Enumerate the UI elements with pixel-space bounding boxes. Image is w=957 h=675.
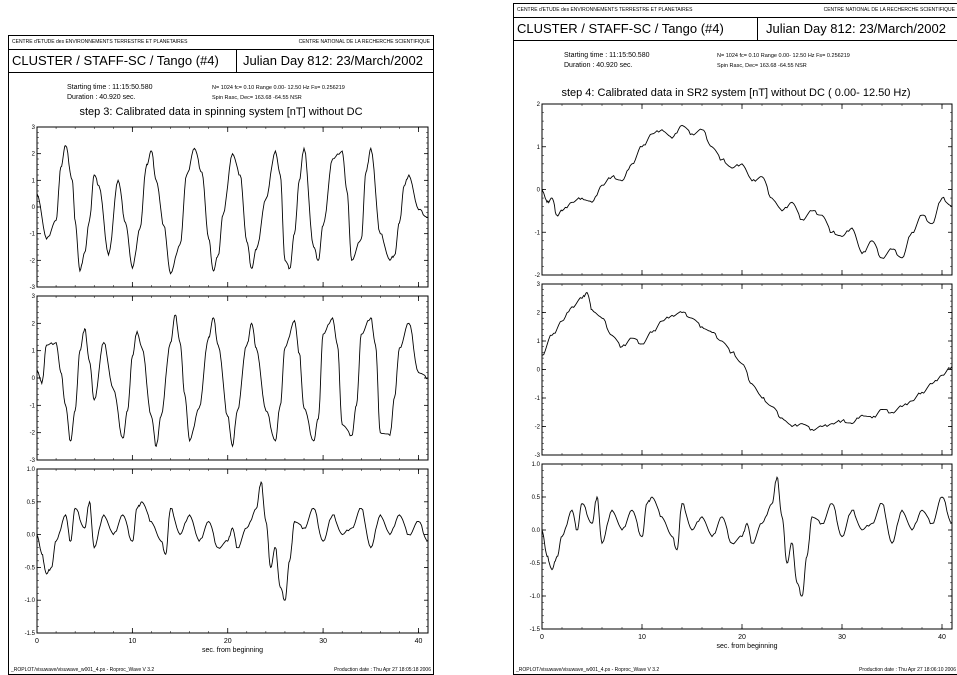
panel-3-series: [36, 480, 429, 601]
y-tick-label: 2: [537, 102, 541, 108]
y-tick-label: 2: [537, 311, 541, 317]
panel-2-frame: [541, 283, 953, 456]
y-tick-label: 0: [32, 376, 36, 382]
panel-1-frame: [541, 103, 953, 276]
institution-right: CENTRE NATIONAL DE LA RECHERCHE SCIENTIF…: [823, 7, 955, 13]
report-title: CLUSTER / STAFF-SC / Tango (#4): [12, 53, 219, 68]
x-tick-label: 20: [224, 638, 232, 645]
params-line-1: N= 1024 fc= 0.10 Range 0.00- 12.50 Hz Fs…: [212, 85, 345, 91]
report-page-left: CENTRE d'ETUDE des ENVIRONNEMENTS TERRES…: [8, 35, 434, 675]
y-tick-label: 0.5: [27, 500, 36, 506]
y-tick-label: 3: [32, 294, 36, 300]
chart-right: -2 -1 0 1 2 -3 -2 -1 0 1 2 3 -1.5 -1.0 -0.5 0.0 0.5 1.0 0 1…: [530, 102, 953, 650]
panel-2-series: [541, 291, 953, 432]
panel-3-frame: [36, 468, 429, 634]
y-tick-label: -0.5: [530, 561, 541, 567]
y-tick-label: -0.5: [25, 565, 36, 571]
y-tick-label: 1: [32, 349, 36, 355]
report-title: CLUSTER / STAFF-SC / Tango (#4): [517, 21, 724, 36]
y-tick-label: -1.5: [25, 631, 36, 637]
institution-left: CENTRE d'ETUDE des ENVIRONNEMENTS TERRES…: [12, 39, 188, 45]
footer-file: _ROPLOT/visuwave/visuwave_w001_4.ps - Ro…: [516, 667, 660, 673]
y-tick-label: 2: [32, 152, 36, 158]
params-line-2: Spin Rasc, Dec= 163.68 -64.55 NSR: [212, 95, 302, 101]
x-axis-label: sec. from beginning: [716, 643, 777, 650]
y-tick-label: -2: [30, 258, 36, 264]
y-tick-label: -1: [30, 403, 36, 409]
plot-title: step 4: Calibrated data in SR2 system [n…: [561, 87, 911, 99]
x-tick-label: 40: [415, 638, 423, 645]
y-tick-label: -1.5: [530, 627, 541, 633]
x-tick-label: 20: [738, 634, 746, 641]
y-tick-label: 0: [32, 205, 36, 211]
y-tick-label: -1: [535, 396, 541, 402]
x-tick-label: 10: [128, 638, 136, 645]
y-tick-label: 1.0: [532, 462, 541, 468]
y-tick-label: -3: [30, 285, 36, 291]
institution-left: CENTRE d'ETUDE des ENVIRONNEMENTS TERRES…: [517, 7, 693, 13]
y-tick-label: -1.0: [530, 594, 541, 600]
y-tick-label: -2: [535, 273, 541, 279]
params-line-2: Spin Rasc, Dec= 163.68 -64.55 NSR: [717, 63, 807, 69]
footer-file: _ROPLOT/visuwave/visuwave_w001_4.ps - Ro…: [11, 667, 155, 673]
y-tick-label: -2: [535, 425, 541, 431]
julian-day: Julian Day 812: 23/March/2002: [766, 21, 946, 36]
y-tick-label: 3: [537, 282, 541, 288]
institution-bar: CENTRE d'ETUDE des ENVIRONNEMENTS TERRES…: [514, 4, 957, 18]
panel-2-series: [36, 314, 429, 448]
y-tick-label: 0: [537, 368, 541, 374]
x-tick-label: 0: [35, 638, 39, 645]
x-tick-label: 40: [938, 634, 946, 641]
report-header: CLUSTER / STAFF-SC / Tango (#4) Julian D…: [9, 50, 433, 73]
institution-right: CENTRE NATIONAL DE LA RECHERCHE SCIENTIF…: [298, 39, 430, 45]
y-tick-label: 0.0: [532, 528, 541, 534]
panel-3-series: [541, 476, 953, 597]
y-tick-label: -1: [30, 232, 36, 238]
header-divider: [236, 50, 237, 72]
y-tick-label: 0: [537, 188, 541, 194]
plot-title: step 3: Calibrated data in spinning syst…: [79, 106, 363, 118]
y-tick-label: 0.0: [27, 533, 36, 539]
y-tick-label: 1.0: [27, 467, 36, 473]
x-axis-label: sec. from beginning: [202, 647, 263, 654]
starting-time: Starting time : 11:15:50.580: [67, 84, 153, 91]
starting-time: Starting time : 11:15:50.580: [564, 52, 650, 59]
duration: Duration : 40.920 sec.: [564, 62, 633, 69]
julian-day: Julian Day 812: 23/March/2002: [243, 53, 423, 68]
panel-1-frame: [36, 126, 429, 288]
y-tick-label: 1: [537, 339, 541, 345]
footer-date: Production date : Thu Apr 27 18:05:18 20…: [334, 667, 431, 673]
y-tick-label: -3: [30, 458, 36, 464]
y-tick-label: 1: [537, 145, 541, 151]
params-line-1: N= 1024 fc= 0.10 Range 0.00- 12.50 Hz Fs…: [717, 53, 850, 59]
x-tick-label: 30: [319, 638, 327, 645]
header-divider: [757, 18, 758, 40]
y-tick-label: -1.0: [25, 598, 36, 604]
footer-date: Production date : Thu Apr 27 18:06:10 20…: [859, 667, 956, 673]
duration: Duration : 40.920 sec.: [67, 94, 136, 101]
report-page-right: CENTRE d'ETUDE des ENVIRONNEMENTS TERRES…: [513, 3, 957, 675]
panel-3-frame: [541, 463, 953, 630]
x-tick-label: 10: [638, 634, 646, 641]
y-tick-label: 0.5: [532, 495, 541, 501]
y-tick-label: 1: [32, 178, 36, 184]
y-tick-label: 2: [32, 321, 36, 327]
chart-left: -3 -2 -1 0 1 2 3 -3 -2 -1 0 1 2 3 -1.5 -1.0 -0.5 0.0 0.5 1.…: [25, 125, 429, 654]
x-tick-label: 30: [838, 634, 846, 641]
panel-1-series: [36, 145, 429, 275]
y-tick-label: -3: [535, 453, 541, 459]
report-header: CLUSTER / STAFF-SC / Tango (#4) Julian D…: [514, 18, 957, 41]
y-tick-label: -1: [535, 230, 541, 236]
x-tick-label: 0: [540, 634, 544, 641]
institution-bar: CENTRE d'ETUDE des ENVIRONNEMENTS TERRES…: [9, 36, 433, 50]
y-tick-label: -2: [30, 431, 36, 437]
y-tick-label: 3: [32, 125, 36, 131]
panel-1-series: [541, 124, 953, 259]
